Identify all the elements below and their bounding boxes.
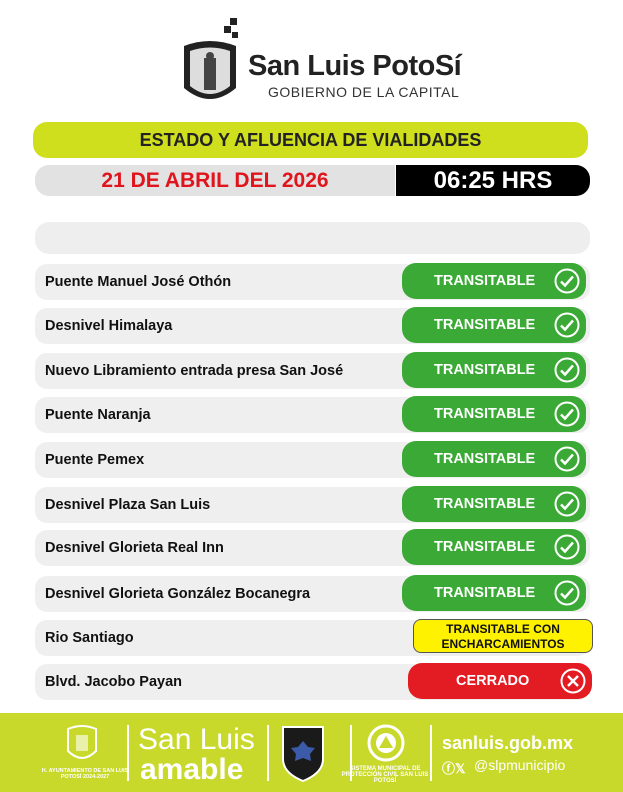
status-text: TRANSITABLE	[434, 496, 536, 512]
road-row: Puente Manuel José Othón TRANSITABLE	[35, 263, 590, 300]
check-circle-icon	[554, 312, 580, 338]
status-text: TRANSITABLE CON ENCHARCAMIENTOS	[441, 622, 565, 651]
road-row: Desnivel Himalaya TRANSITABLE	[35, 307, 590, 344]
road-row: Puente Pemex TRANSITABLE	[35, 441, 590, 478]
status-badge: TRANSITABLE	[402, 441, 586, 477]
facebook-x-icons: ⓕ𝕏	[442, 761, 466, 776]
brand-subtitle: GOBIERNO DE LA CAPITAL	[268, 84, 460, 100]
check-circle-icon	[554, 580, 580, 606]
status-badge: TRANSITABLE	[402, 575, 586, 611]
road-name: Desnivel Glorieta Real Inn	[45, 540, 224, 556]
road-name: Desnivel Himalaya	[45, 318, 173, 334]
amable-line1: San Luis	[138, 723, 255, 756]
road-name: Puente Manuel José Othón	[45, 274, 232, 290]
status-text: CERRADO	[456, 673, 530, 689]
ayuntamiento-text: H. AYUNTAMIENTO DE SAN LUIS POTOSÍ 2024-…	[41, 768, 129, 780]
road-row: Desnivel Plaza San Luis TRANSITABLE	[35, 486, 590, 523]
date-label: 21 DE ABRIL DEL 2026	[35, 165, 395, 196]
check-circle-icon	[554, 357, 580, 383]
road-row: Blvd. Jacobo Payan CERRADO	[35, 663, 592, 700]
footer: H. AYUNTAMIENTO DE SAN LUIS POTOSÍ 2024-…	[0, 713, 623, 792]
brand-title: San Luis PotoSí	[248, 50, 462, 82]
proteccion-civil-logo	[367, 724, 405, 762]
social-handle[interactable]: @slpmunicipio	[474, 757, 566, 773]
proteccion-civil-text: SISTEMA MUNICIPAL DE PROTECCIÓN CIVIL SA…	[341, 766, 429, 784]
road-name: Rio Santiago	[45, 630, 134, 646]
status-text: TRANSITABLE	[434, 539, 536, 555]
road-row: Puente Naranja TRANSITABLE	[35, 396, 590, 433]
check-circle-icon	[554, 446, 580, 472]
page-title: ESTADO Y AFLUENCIA DE VIALIDADES	[33, 122, 588, 158]
status-text: TRANSITABLE	[434, 273, 536, 289]
road-name: Puente Naranja	[45, 407, 151, 423]
check-circle-icon	[554, 268, 580, 294]
status-text: TRANSITABLE	[434, 317, 536, 333]
check-circle-icon	[554, 491, 580, 517]
ayuntamiento-logo	[67, 725, 97, 759]
check-circle-icon	[554, 401, 580, 427]
road-name: Nuevo Libramiento entrada presa San José	[45, 363, 344, 379]
road-row: Desnivel Glorieta Real Inn TRANSITABLE	[35, 529, 590, 566]
road-row: Desnivel Glorieta González Bocanegra TRAN…	[35, 575, 590, 612]
status-text: TRANSITABLE	[434, 362, 536, 378]
road-row: Nuevo Libramiento entrada presa San José…	[35, 352, 590, 389]
status-text: TRANSITABLE	[434, 406, 536, 422]
status-text: TRANSITABLE	[434, 585, 536, 601]
road-name: Blvd. Jacobo Payan	[45, 674, 182, 690]
status-badge: TRANSITABLE CON ENCHARCAMIENTOS	[413, 619, 593, 653]
road-name: Puente Pemex	[45, 452, 145, 468]
x-circle-icon	[560, 668, 586, 694]
road-name: Desnivel Plaza San Luis	[45, 497, 211, 513]
status-badge: TRANSITABLE	[402, 396, 586, 432]
status-badge: TRANSITABLE	[402, 486, 586, 522]
check-circle-icon	[554, 534, 580, 560]
website-link[interactable]: sanluis.gob.mx	[442, 733, 574, 753]
status-badge: TRANSITABLE	[402, 263, 586, 299]
status-badge: TRANSITABLE	[402, 307, 586, 343]
police-badge-logo	[282, 726, 324, 783]
status-badge: TRANSITABLE	[402, 352, 586, 388]
status-text: TRANSITABLE	[434, 451, 536, 467]
road-name: Desnivel Glorieta González Bocanegra	[45, 586, 311, 602]
city-shield-logo	[184, 18, 238, 99]
road-row: Rio Santiago TRANSITABLE CON ENCHARCAMIEN…	[35, 619, 593, 656]
status-badge: TRANSITABLE	[402, 529, 586, 565]
empty-row	[35, 222, 590, 254]
time-label: 06:25 HRS	[396, 165, 590, 196]
amable-line2: amable	[140, 753, 244, 786]
status-badge: CERRADO	[408, 663, 592, 699]
